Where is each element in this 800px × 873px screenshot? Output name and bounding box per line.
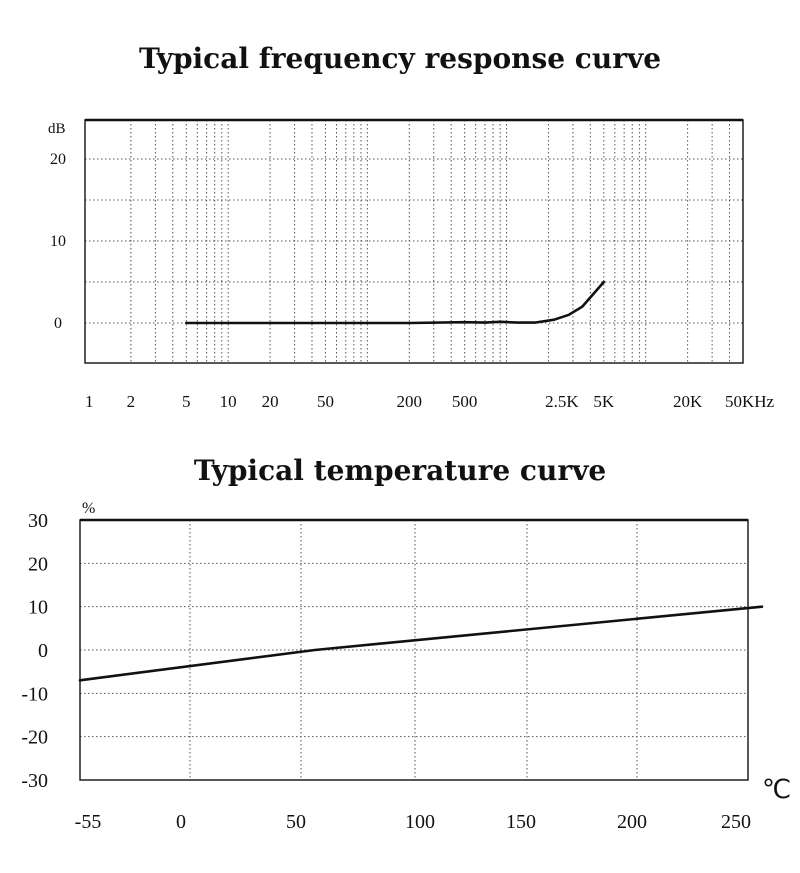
frequency-response-line [185, 280, 606, 325]
frequency-x-tick-label: 50 [317, 392, 334, 411]
frequency-x-tick-label: 20K [673, 392, 703, 411]
temperature-y-tick-label: -10 [21, 683, 48, 705]
temperature-x-tick-label: -55 [75, 811, 102, 833]
frequency-y-tick-labels: 20 10 0 [50, 151, 66, 332]
temperature-y-tick-label: 20 [28, 553, 48, 575]
frequency-response-chart: Typical frequency response curve dB 2010… [48, 42, 775, 411]
frequency-y-unit: dB [48, 121, 66, 137]
frequency-x-tick-labels: 1 2 5 10 20 50 200 500 2.5K 5K 20K 50KHz [85, 392, 775, 411]
frequency-x-tick-label: 20 [262, 392, 279, 411]
temperature-y-unit: % [82, 500, 95, 517]
frequency-x-tick-label: 1 [85, 392, 94, 411]
temperature-x-unit: ℃ [762, 775, 791, 804]
frequency-x-tick-label: 2 [127, 392, 136, 411]
frequency-x-tick-label: 10 [220, 392, 237, 411]
frequency-y-tick-label: 0 [54, 315, 62, 332]
temperature-x-tick-label: 200 [617, 811, 647, 833]
temperature-y-tick-label: -30 [21, 770, 48, 792]
frequency-x-tick-label: 2.5K [545, 392, 579, 411]
temperature-x-tick-label: 250 [721, 811, 751, 833]
temperature-grid [80, 520, 748, 780]
frequency-y-tick-label: 20 [50, 151, 66, 168]
temperature-x-tick-label: 100 [405, 811, 435, 833]
temperature-y-tick-label: 0 [38, 640, 48, 662]
frequency-x-tick-label: 500 [452, 392, 478, 411]
temperature-x-tick-labels: -55 0 50 100 150 200 250 [75, 811, 751, 833]
temperature-y-tick-label: 10 [28, 597, 48, 619]
frequency-y-tick-label: 10 [50, 233, 66, 250]
temperature-y-tick-label: -20 [21, 727, 48, 749]
frequency-x-tick-label: 200 [397, 392, 423, 411]
temperature-x-tick-label: 150 [506, 811, 536, 833]
frequency-grid [85, 120, 743, 363]
temperature-y-tick-labels: 30 20 10 0 -10 -20 -30 [21, 510, 48, 792]
temperature-curve-chart: Typical temperature curve % ℃ 3020100-10… [21, 454, 791, 833]
temperature-chart-title: Typical temperature curve [194, 454, 606, 487]
temperature-x-tick-label: 50 [286, 811, 306, 833]
frequency-series [185, 280, 606, 325]
temperature-x-tick-label: 0 [176, 811, 186, 833]
temperature-change-line [78, 605, 764, 682]
frequency-x-tick-label: 5 [182, 392, 191, 411]
frequency-x-tick-label: 50KHz [725, 392, 775, 411]
frequency-chart-title: Typical frequency response curve [139, 42, 661, 75]
temperature-series [78, 605, 764, 682]
temperature-y-tick-label: 30 [28, 510, 48, 532]
frequency-x-tick-label: 5K [593, 392, 615, 411]
